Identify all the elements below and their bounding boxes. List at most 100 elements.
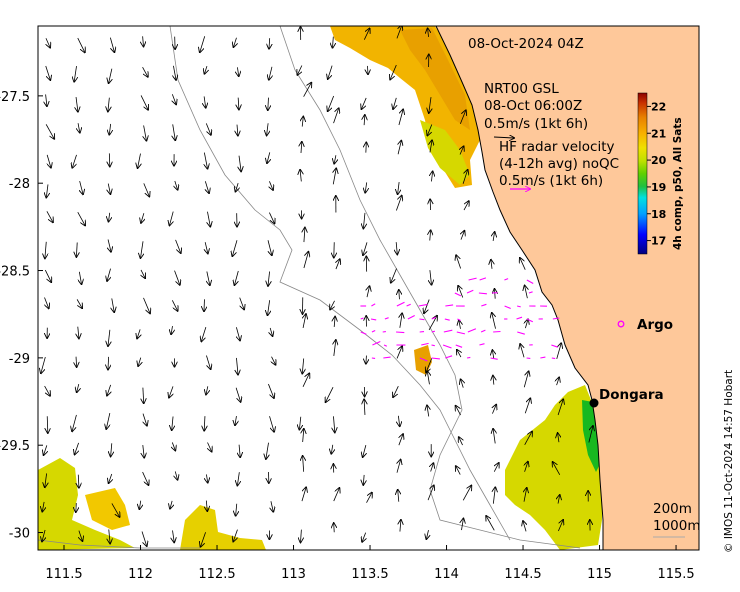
current-vector [366, 355, 367, 364]
current-vector [400, 520, 401, 532]
current-vector [141, 531, 147, 546]
current-vector [46, 184, 48, 197]
current-vector [364, 115, 365, 126]
current-vector [46, 211, 53, 222]
current-vector [175, 180, 178, 190]
current-vector [77, 37, 85, 52]
current-vector [109, 473, 112, 483]
current-vector [45, 65, 51, 80]
y-tick-label: -30 [9, 527, 30, 542]
x-tick-label: 112.5 [198, 567, 235, 582]
current-vector [429, 97, 431, 113]
current-vector [396, 346, 402, 359]
plot-frame [37, 25, 700, 551]
current-vector [525, 320, 528, 329]
radar-vector [516, 316, 523, 320]
current-vector [44, 385, 50, 396]
radar-vector [479, 277, 487, 281]
current-vector [235, 416, 236, 425]
model-scale-arrow [493, 137, 514, 138]
radar-legend-scale: 0.5m/s (1kt 6h) [499, 173, 603, 189]
current-vector [108, 239, 111, 252]
dongara-label: Dongara [599, 387, 664, 403]
radar-vector [454, 292, 462, 297]
current-vector [111, 443, 112, 456]
current-vector [393, 385, 399, 397]
radar-vector [445, 304, 454, 307]
current-vector [365, 182, 366, 192]
current-vector [72, 414, 77, 431]
current-vector [143, 387, 144, 404]
argo-marker-icon [617, 320, 625, 328]
current-vector [271, 501, 273, 511]
radar-vector [480, 329, 486, 333]
current-vector [237, 124, 238, 136]
radar-vector [456, 331, 466, 335]
current-vector [459, 320, 461, 329]
current-vector [331, 444, 332, 454]
current-vector [491, 260, 492, 269]
current-vector [76, 242, 77, 257]
current-vector [456, 466, 460, 475]
current-vector [523, 371, 528, 388]
current-vector [106, 412, 110, 429]
current-vector [201, 532, 206, 546]
current-vector [457, 350, 461, 358]
current-vector [142, 471, 149, 485]
radar-vector [370, 318, 377, 321]
current-vector [302, 374, 309, 387]
current-vector [463, 201, 469, 211]
current-vector [108, 97, 109, 112]
current-vector [525, 286, 528, 299]
current-vector [141, 241, 144, 258]
current-vector [266, 442, 269, 459]
current-vector [207, 271, 210, 285]
radar-vector [431, 330, 436, 333]
current-vector [333, 488, 340, 502]
current-vector [269, 416, 275, 432]
current-vector [427, 406, 429, 417]
x-tick-label: 113.5 [351, 567, 388, 582]
current-vector [520, 258, 526, 270]
current-vector [430, 140, 432, 153]
x-tick-label: 115 [587, 567, 612, 582]
radar-vector [540, 356, 546, 359]
current-vector [524, 488, 527, 502]
current-vector [427, 371, 429, 385]
current-vector [270, 327, 272, 336]
current-vector [204, 96, 206, 107]
current-vector [299, 416, 300, 430]
current-vector [267, 123, 269, 135]
x-tick-label: 115.5 [657, 567, 694, 582]
current-vector [459, 437, 463, 446]
current-vector [397, 460, 401, 473]
current-vector [205, 242, 208, 253]
current-vector [170, 211, 174, 226]
colorbar-tick-label: 19 [651, 181, 666, 194]
current-vector [143, 413, 147, 426]
y-tick-label: -29.5 [0, 439, 30, 454]
current-vector [269, 181, 273, 190]
current-vector [206, 474, 207, 482]
sst-patch-north-warm [400, 28, 470, 130]
y-tick-label: -28 [9, 177, 30, 192]
current-vector [363, 474, 364, 485]
current-vector [79, 530, 82, 541]
current-vector [172, 416, 173, 431]
current-vector [520, 344, 524, 358]
current-vector [47, 154, 51, 168]
current-vector [111, 503, 120, 516]
current-vector [45, 124, 54, 139]
current-vector [46, 38, 50, 47]
current-vector [109, 529, 110, 543]
radar-legend-line2: (4-12h avg) noQC [499, 156, 619, 172]
current-vector [430, 199, 431, 211]
radar-vector [517, 331, 525, 335]
current-vector [363, 444, 366, 457]
current-vector [303, 314, 306, 329]
current-vector [458, 286, 464, 298]
current-vector [143, 297, 150, 313]
current-vector [171, 300, 177, 310]
current-vector [204, 416, 205, 431]
